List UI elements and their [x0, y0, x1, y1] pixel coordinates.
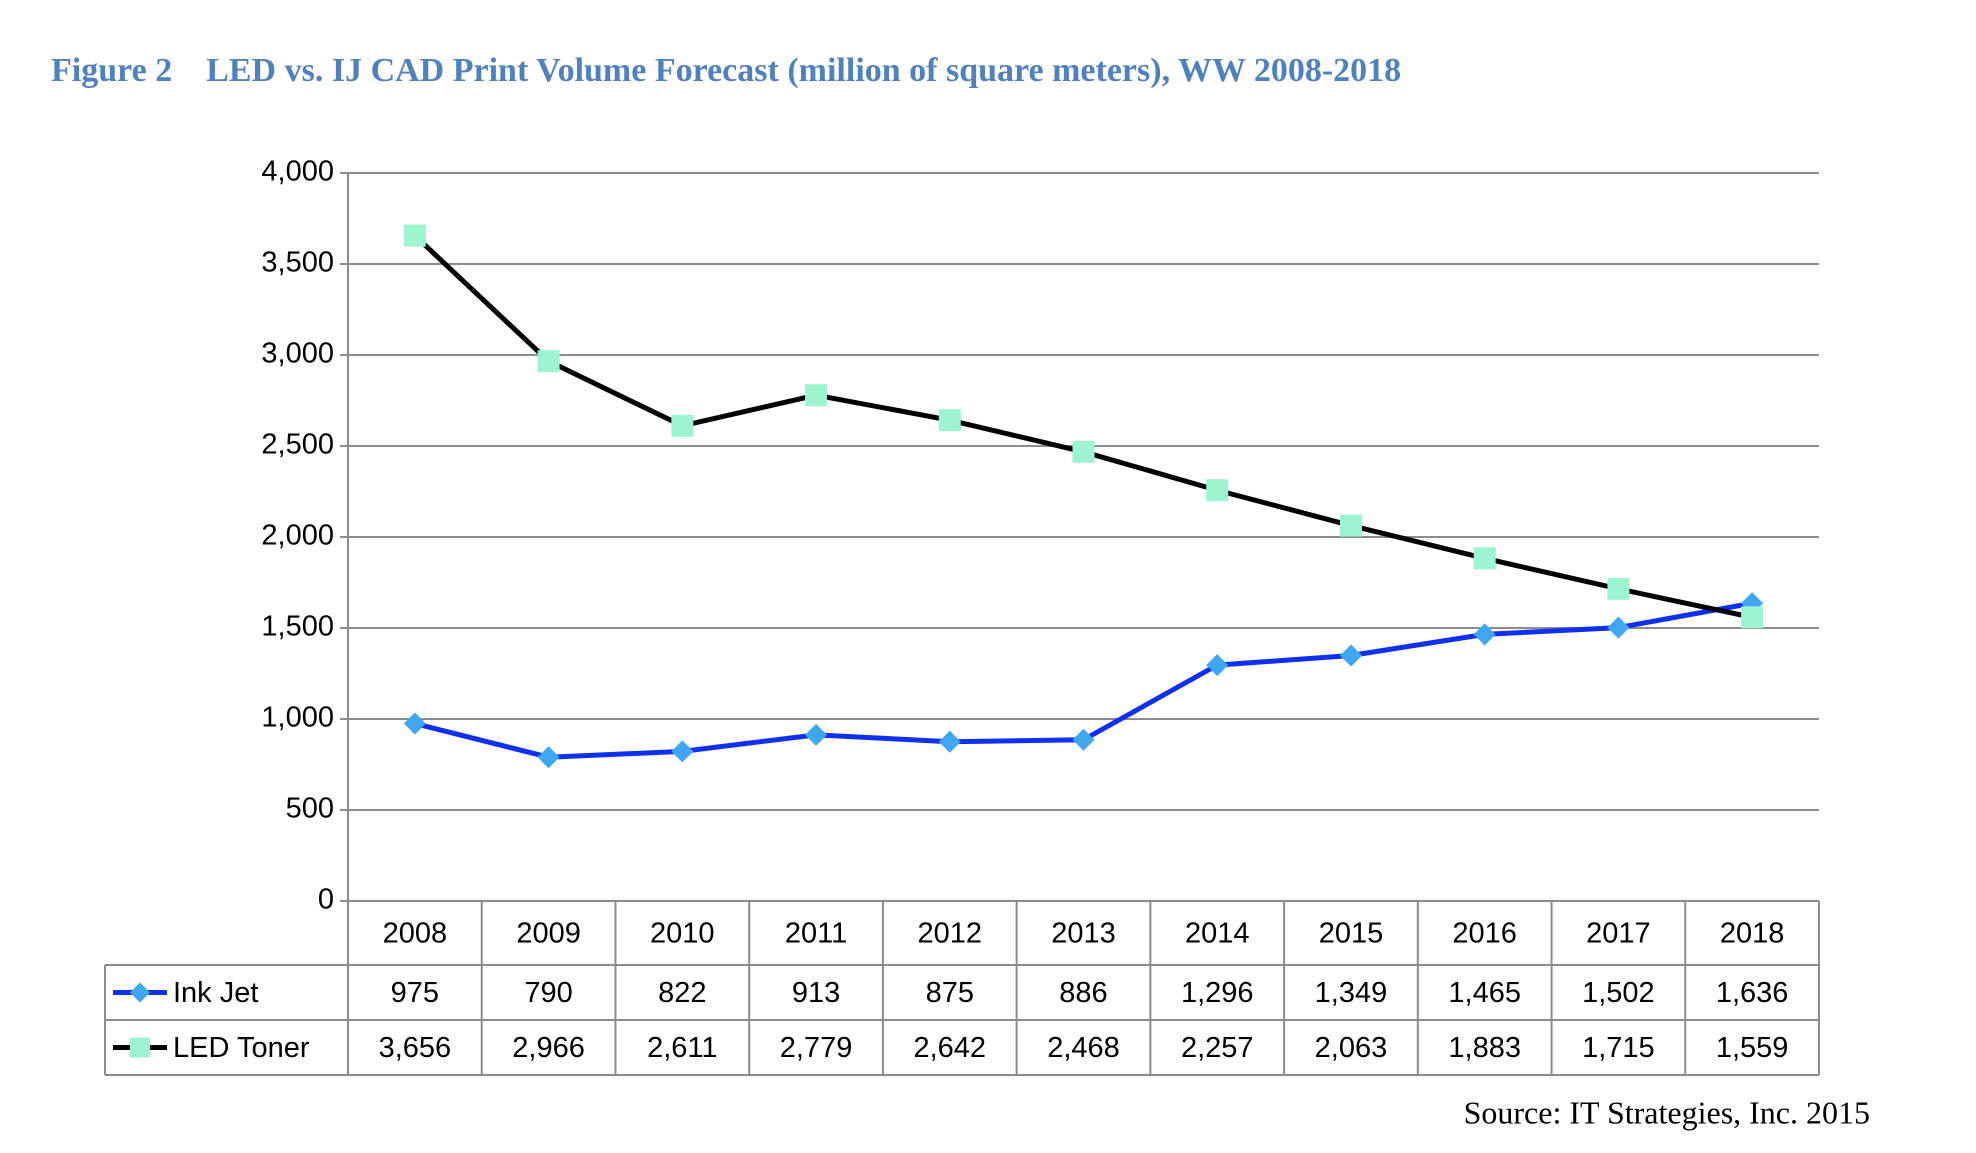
x-tick-label: 2017: [1586, 918, 1651, 950]
x-tick-label: 2010: [650, 918, 715, 950]
x-tick-label: 2015: [1319, 918, 1384, 950]
table-value: 1,349: [1315, 977, 1388, 1009]
marker: [1072, 728, 1095, 751]
y-tick-label: 1,500: [261, 611, 334, 643]
y-tick-label: 3,000: [261, 338, 334, 370]
x-tick-label: 2014: [1185, 918, 1250, 950]
table-value: 1,465: [1448, 977, 1521, 1009]
table-value: 1,636: [1716, 977, 1789, 1009]
table-value: 1,502: [1582, 977, 1655, 1009]
y-tick-label: 1,000: [261, 702, 334, 734]
marker: [1206, 479, 1229, 502]
marker: [1473, 623, 1496, 646]
marker: [671, 740, 694, 763]
table-value: 3,656: [379, 1032, 452, 1064]
table-value: 875: [926, 977, 974, 1009]
y-tick-label: 500: [286, 793, 334, 825]
table-value: 2,779: [780, 1032, 853, 1064]
marker: [537, 746, 560, 769]
x-tick-label: 2009: [516, 918, 581, 950]
marker: [938, 730, 961, 753]
legend-label: LED Toner: [173, 1032, 310, 1064]
x-tick-label: 2012: [918, 918, 983, 950]
marker: [938, 409, 961, 432]
table-value: 822: [658, 977, 706, 1009]
marker: [1607, 616, 1630, 639]
marker: [1339, 514, 1362, 537]
marker: [537, 350, 560, 373]
series-line: [413, 233, 1753, 620]
marker: [671, 414, 694, 437]
marker: [1607, 577, 1630, 600]
table-value: 2,966: [512, 1032, 585, 1064]
chart-title: Figure 2 LED vs. IJ CAD Print Volume For…: [51, 52, 1401, 89]
x-tick-label: 2016: [1452, 918, 1517, 950]
table-value: 975: [391, 977, 439, 1009]
y-tick-label: 2,500: [261, 429, 334, 461]
marker: [1339, 644, 1362, 667]
marker: [1206, 654, 1229, 677]
y-tick-label: 0: [318, 884, 334, 916]
x-tick-label: 2011: [785, 918, 847, 950]
marker: [1473, 547, 1496, 570]
marker: [403, 224, 426, 247]
table-value: 790: [524, 977, 572, 1009]
table-value: 913: [792, 977, 840, 1009]
y-tick-label: 4,000: [261, 156, 334, 188]
table-value: 2,257: [1181, 1032, 1254, 1064]
table-value: 1,296: [1181, 977, 1254, 1009]
legend-label: Ink Jet: [173, 977, 258, 1009]
table-value: 2,468: [1047, 1032, 1120, 1064]
marker: [805, 384, 828, 407]
marker: [1741, 606, 1764, 629]
x-tick-label: 2018: [1720, 918, 1785, 950]
y-tick-label: 3,500: [261, 247, 334, 279]
y-tick-label: 2,000: [261, 520, 334, 552]
table-value: 2,611: [647, 1032, 717, 1064]
table-value: 1,559: [1716, 1032, 1789, 1064]
source: Source: IT Strategies, Inc. 2015: [1464, 1094, 1870, 1130]
table-value: 1,715: [1582, 1032, 1655, 1064]
marker: [805, 723, 828, 746]
x-tick-label: 2013: [1051, 918, 1116, 950]
table-value: 2,063: [1315, 1032, 1388, 1064]
table-value: 2,642: [913, 1032, 986, 1064]
marker: [403, 712, 426, 735]
x-tick-label: 2008: [383, 918, 448, 950]
legend-marker: [130, 982, 150, 1003]
table-value: 886: [1059, 977, 1107, 1009]
legend-marker: [130, 1037, 150, 1058]
table-value: 1,883: [1448, 1032, 1521, 1064]
marker: [1072, 440, 1095, 463]
